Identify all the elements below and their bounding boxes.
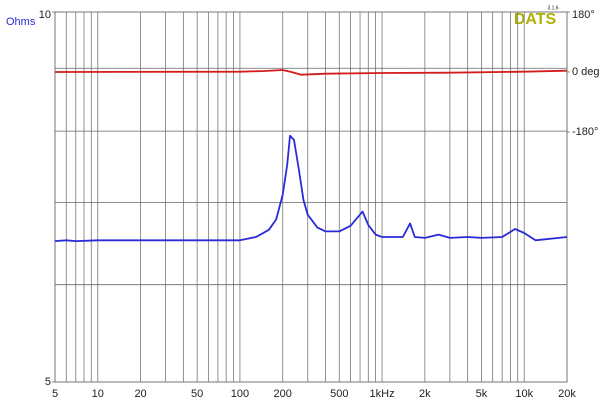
y2-tick-label: 0 deg <box>572 66 600 78</box>
x-tick-label: 50 <box>191 388 203 400</box>
x-tick-label: 20 <box>134 388 146 400</box>
y-tick-label: 5 <box>45 376 51 388</box>
series-line <box>54 69 568 76</box>
x-tick-label: 5 <box>52 388 58 400</box>
y2-tick-label: -180° <box>572 126 598 138</box>
logo-version: 3.1.6 <box>547 5 558 11</box>
x-tick-label: 200 <box>274 388 292 400</box>
x-tick-label: 1kHz <box>370 388 395 400</box>
x-tick-label: 10k <box>515 388 533 400</box>
y-tick-label: 10 <box>39 9 51 21</box>
logo: DATS <box>514 11 557 28</box>
x-tick-label: 500 <box>330 388 348 400</box>
y2-tick-label: 180° <box>572 9 595 21</box>
x-tick-label: 2k <box>419 388 431 400</box>
x-tick-label: 20k <box>558 388 576 400</box>
plot-frame <box>54 11 568 383</box>
y-axis-label: Ohms <box>6 16 36 28</box>
x-tick-label: 10 <box>92 388 104 400</box>
x-tick-label: 100 <box>231 388 249 400</box>
series-line <box>54 134 568 242</box>
x-tick-label: 5k <box>476 388 488 400</box>
